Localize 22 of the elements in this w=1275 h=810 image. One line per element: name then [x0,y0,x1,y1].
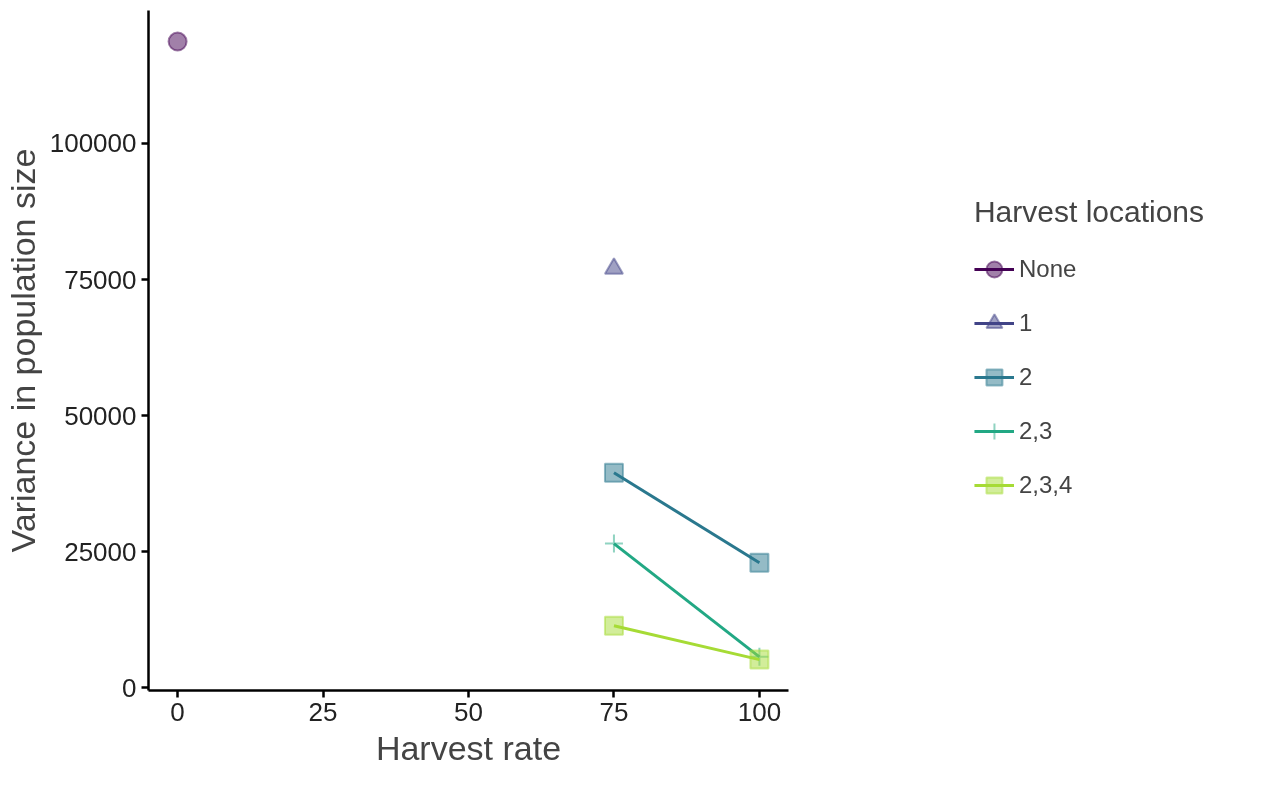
point [603,462,624,483]
y-axis-title: Variance in population size [3,148,42,553]
x-tick-label: 100 [737,696,782,727]
x-tick-label: 25 [308,696,338,727]
y-tick-label: 50000 [64,400,137,431]
legend-label: 2,3 [1018,416,1053,446]
y-tick-label: 75000 [64,264,137,295]
x-tick-label: 75 [599,696,629,727]
point [603,615,624,636]
x-tick-label: 0 [170,696,185,727]
x-tick-label: 50 [454,696,483,727]
point [167,31,188,52]
y-tick-label: 25000 [64,536,137,567]
x-axis-title: Harvest rate [375,728,562,767]
legend-title: Harvest locations [973,195,1205,229]
y-tick-label: 100000 [49,128,137,159]
legend-label: 1 [1018,308,1034,338]
point [749,552,770,573]
legend-label: None [1018,254,1077,284]
legend-label: 2,3,4 [1018,470,1073,500]
y-tick-label: 0 [122,672,137,703]
legend-label: 2 [1018,362,1034,392]
